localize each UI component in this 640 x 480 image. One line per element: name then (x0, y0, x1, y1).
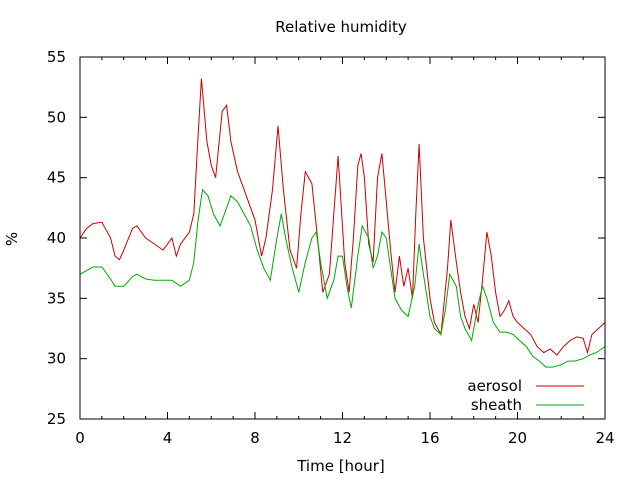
y-axis-label: % (3, 232, 21, 246)
legend-label-aerosol: aerosol (467, 377, 522, 395)
x-tick-label: 12 (333, 429, 352, 447)
y-tick-label: 30 (47, 350, 66, 368)
series-line-aerosol (79, 78, 606, 356)
series-line-sheath (79, 188, 606, 368)
x-tick-label: 4 (163, 429, 173, 447)
y-tick-label: 45 (47, 169, 66, 187)
x-tick-label: 8 (250, 429, 260, 447)
y-tick-label: 50 (47, 108, 66, 126)
y-tick-label: 40 (47, 229, 66, 247)
x-tick-label: 16 (420, 429, 439, 447)
x-tick-label: 0 (75, 429, 85, 447)
y-tick-label: 55 (47, 48, 66, 66)
plot-border (79, 56, 606, 420)
legend-label-sheath: sheath (471, 396, 522, 414)
x-axis-label: Time [hour] (296, 457, 385, 475)
chart-title: Relative humidity (275, 18, 407, 36)
y-tick-label: 25 (47, 410, 66, 428)
x-tick-label: 24 (595, 429, 614, 447)
y-tick-label: 35 (47, 289, 66, 307)
axis-ticks: 0 4 8 12 16 20 24 25 30 35 40 45 50 55 (47, 48, 615, 447)
x-tick-label: 20 (508, 429, 527, 447)
plot-area (79, 78, 606, 368)
